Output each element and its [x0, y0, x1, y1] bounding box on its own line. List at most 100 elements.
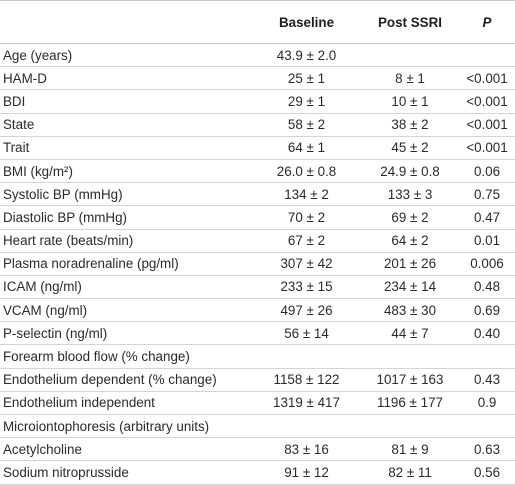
table-row: Sodium nitroprusside 91 ± 12 82 ± 11 0.56	[0, 460, 515, 485]
table-row: Age (years) 43.9 ± 2.0	[0, 43, 515, 68]
table-row: Systolic BP (mmHg) 134 ± 2 133 ± 3 0.75	[0, 182, 515, 207]
p-value: 0.40	[459, 321, 515, 346]
row-label: HAM-D	[0, 66, 252, 91]
row-label: Endothelium independent	[0, 391, 252, 416]
p-value	[459, 43, 515, 68]
post-ssri-value	[361, 43, 459, 68]
post-ssri-value: 483 ± 30	[361, 298, 459, 323]
post-ssri-value: 81 ± 9	[361, 437, 459, 462]
row-label: Systolic BP (mmHg)	[0, 182, 252, 207]
table-row: Endothelium dependent (% change) 1158 ± 1…	[0, 368, 515, 392]
row-label: VCAM (ng/ml)	[0, 298, 252, 323]
table-row: ICAM (ng/ml) 233 ± 15 234 ± 14 0.48	[0, 275, 515, 300]
p-value	[459, 344, 515, 369]
row-label: Acetylcholine	[0, 437, 252, 462]
post-ssri-value: 8 ± 1	[361, 66, 459, 91]
table-row: Acetylcholine 83 ± 16 81 ± 9 0.63	[0, 437, 515, 462]
table-row: State 58 ± 2 38 ± 2 <0.001	[0, 113, 515, 137]
row-label: Sodium nitroprusside	[0, 460, 252, 485]
p-value: <0.001	[459, 89, 515, 114]
post-ssri-value: 69 ± 2	[361, 205, 459, 230]
baseline-value: 56 ± 14	[252, 321, 361, 346]
p-value	[459, 414, 515, 439]
baseline-value	[252, 414, 361, 439]
header-label	[0, 0, 252, 44]
table-row: Diastolic BP (mmHg) 70 ± 2 69 ± 2 0.47	[0, 205, 515, 230]
baseline-value: 70 ± 2	[252, 205, 361, 230]
p-value: 0.69	[459, 298, 515, 323]
post-ssri-value: 133 ± 3	[361, 182, 459, 207]
post-ssri-value: 45 ± 2	[361, 136, 459, 160]
p-value: 0.01	[459, 229, 515, 253]
p-value: 0.43	[459, 368, 515, 392]
post-ssri-value: 64 ± 2	[361, 229, 459, 253]
post-ssri-value: 10 ± 1	[361, 89, 459, 114]
p-value: 0.47	[459, 205, 515, 230]
table-row: BDI 29 ± 1 10 ± 1 <0.001	[0, 89, 515, 114]
p-value: 0.006	[459, 252, 515, 276]
table-row: Forearm blood flow (% change)	[0, 344, 515, 369]
row-label: Trait	[0, 136, 252, 160]
table-row: BMI (kg/m²) 26.0 ± 0.8 24.9 ± 0.8 0.06	[0, 159, 515, 184]
p-value: 0.75	[459, 182, 515, 207]
row-label: Diastolic BP (mmHg)	[0, 205, 252, 230]
table-row: VCAM (ng/ml) 497 ± 26 483 ± 30 0.69	[0, 298, 515, 323]
baseline-value: 29 ± 1	[252, 89, 361, 114]
baseline-value: 497 ± 26	[252, 298, 361, 323]
p-value: 0.06	[459, 159, 515, 184]
post-ssri-value: 234 ± 14	[361, 275, 459, 300]
p-value: 0.9	[459, 391, 515, 416]
baseline-value: 83 ± 16	[252, 437, 361, 462]
baseline-value: 1158 ± 122	[252, 368, 361, 392]
baseline-value: 233 ± 15	[252, 275, 361, 300]
baseline-value: 26.0 ± 0.8	[252, 159, 361, 184]
post-ssri-value: 1017 ± 163	[361, 368, 459, 392]
baseline-value: 25 ± 1	[252, 66, 361, 91]
table-row: Heart rate (beats/min) 67 ± 2 64 ± 2 0.01	[0, 229, 515, 253]
post-ssri-value	[361, 344, 459, 369]
row-label: BMI (kg/m²)	[0, 159, 252, 184]
post-ssri-value: 201 ± 26	[361, 252, 459, 276]
row-label: BDI	[0, 89, 252, 114]
table-row: P-selectin (ng/ml) 56 ± 14 44 ± 7 0.40	[0, 321, 515, 346]
baseline-value: 134 ± 2	[252, 182, 361, 207]
post-ssri-value	[361, 414, 459, 439]
table-row: Plasma noradrenaline (pg/ml) 307 ± 42 201 …	[0, 252, 515, 276]
row-label: Forearm blood flow (% change)	[0, 344, 252, 369]
baseline-value: 307 ± 42	[252, 252, 361, 276]
row-label: P-selectin (ng/ml)	[0, 321, 252, 346]
header-baseline: Baseline	[252, 0, 361, 44]
p-value: <0.001	[459, 66, 515, 91]
baseline-value: 91 ± 12	[252, 460, 361, 485]
p-value: <0.001	[459, 113, 515, 137]
p-value: 0.48	[459, 275, 515, 300]
baseline-value: 58 ± 2	[252, 113, 361, 137]
row-label: Endothelium dependent (% change)	[0, 368, 252, 392]
header-p-value: P	[459, 0, 515, 44]
baseline-value	[252, 344, 361, 369]
header-post-ssri: Post SSRI	[361, 0, 459, 44]
baseline-value: 67 ± 2	[252, 229, 361, 253]
row-label: Plasma noradrenaline (pg/ml)	[0, 252, 252, 276]
row-label: ICAM (ng/ml)	[0, 275, 252, 300]
row-label: Heart rate (beats/min)	[0, 229, 252, 253]
row-label: Age (years)	[0, 43, 252, 68]
post-ssri-value: 38 ± 2	[361, 113, 459, 137]
table-header-row: Baseline Post SSRI P	[0, 0, 515, 44]
post-ssri-value: 82 ± 11	[361, 460, 459, 485]
baseline-value: 64 ± 1	[252, 136, 361, 160]
p-value: <0.001	[459, 136, 515, 160]
row-label: State	[0, 113, 252, 137]
p-value: 0.63	[459, 437, 515, 462]
baseline-value: 1319 ± 417	[252, 391, 361, 416]
table-row: Endothelium independent 1319 ± 417 1196 ± …	[0, 391, 515, 416]
table-row: Trait 64 ± 1 45 ± 2 <0.001	[0, 136, 515, 160]
post-ssri-value: 1196 ± 177	[361, 391, 459, 416]
post-ssri-value: 24.9 ± 0.8	[361, 159, 459, 184]
row-label: Microiontophoresis (arbitrary units)	[0, 414, 252, 439]
table-row: Microiontophoresis (arbitrary units)	[0, 414, 515, 439]
